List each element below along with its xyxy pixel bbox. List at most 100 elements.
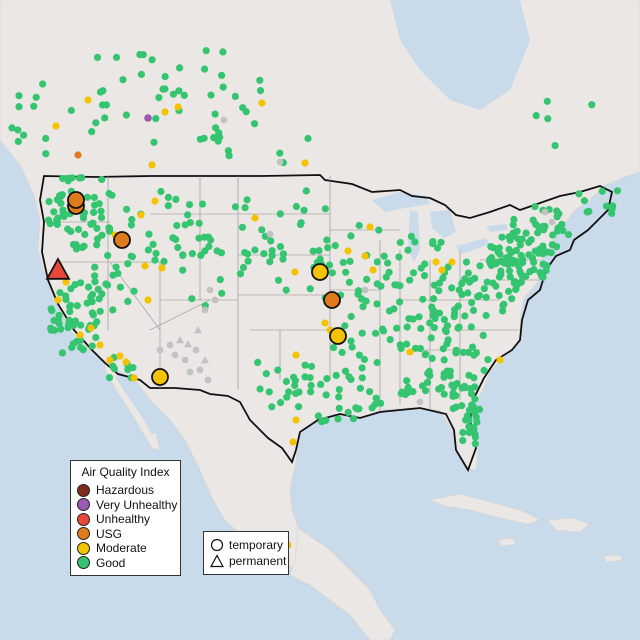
good-monitor[interactable] [214, 137, 222, 145]
good-monitor[interactable] [549, 231, 557, 239]
good-monitor[interactable] [464, 269, 472, 277]
good-monitor[interactable] [139, 51, 147, 59]
highlighted-monitor-4[interactable] [323, 291, 341, 309]
good-monitor[interactable] [300, 206, 308, 214]
good-monitor[interactable] [421, 351, 429, 359]
good-monitor[interactable] [304, 134, 312, 143]
good-monitor[interactable] [449, 404, 457, 413]
good-monitor[interactable] [98, 231, 106, 239]
good-monitor[interactable] [419, 295, 427, 303]
no-data-monitor[interactable] [220, 116, 228, 124]
good-monitor[interactable] [256, 87, 265, 95]
good-monitor[interactable] [88, 128, 96, 136]
no-data-monitor[interactable] [171, 351, 179, 359]
good-monitor[interactable] [430, 324, 438, 332]
good-monitor[interactable] [96, 88, 105, 96]
good-monitor[interactable] [480, 366, 488, 374]
no-data-monitor[interactable] [186, 368, 194, 376]
good-monitor[interactable] [384, 259, 392, 267]
moderate-monitor[interactable] [54, 296, 62, 304]
good-monitor[interactable] [443, 367, 451, 375]
good-monitor[interactable] [91, 263, 99, 271]
good-monitor[interactable] [216, 276, 224, 284]
good-monitor[interactable] [276, 210, 284, 218]
good-monitor[interactable] [458, 402, 466, 410]
good-monitor[interactable] [553, 213, 561, 221]
good-monitor[interactable] [416, 345, 424, 353]
good-monitor[interactable] [15, 92, 23, 100]
good-monitor[interactable] [169, 90, 177, 98]
good-monitor[interactable] [396, 282, 404, 290]
good-monitor[interactable] [321, 205, 329, 213]
good-monitor[interactable] [347, 312, 355, 321]
good-monitor[interactable] [386, 336, 394, 344]
moderate-monitor[interactable] [137, 211, 145, 219]
good-monitor[interactable] [124, 297, 132, 305]
highlighted-monitor-7[interactable] [151, 368, 169, 386]
good-monitor[interactable] [109, 306, 117, 314]
good-monitor[interactable] [492, 282, 500, 290]
good-monitor[interactable] [539, 260, 547, 268]
good-monitor[interactable] [458, 280, 466, 288]
good-monitor[interactable] [482, 311, 490, 320]
good-monitor[interactable] [188, 295, 196, 303]
good-monitor[interactable] [274, 276, 283, 284]
good-monitor[interactable] [101, 114, 109, 122]
good-monitor[interactable] [95, 200, 103, 208]
good-monitor[interactable] [74, 225, 83, 233]
good-monitor[interactable] [268, 403, 276, 411]
good-monitor[interactable] [396, 341, 404, 349]
good-monitor[interactable] [323, 375, 331, 383]
good-monitor[interactable] [564, 231, 573, 239]
good-monitor[interactable] [409, 269, 418, 277]
good-monitor[interactable] [470, 374, 478, 382]
good-monitor[interactable] [290, 373, 298, 381]
good-monitor[interactable] [443, 322, 451, 330]
good-monitor[interactable] [437, 384, 446, 392]
good-monitor[interactable] [128, 215, 136, 224]
good-monitor[interactable] [69, 340, 77, 348]
good-monitor[interactable] [459, 348, 467, 356]
good-monitor[interactable] [57, 325, 65, 333]
good-monitor[interactable] [470, 351, 478, 359]
good-monitor[interactable] [282, 377, 290, 386]
moderate-monitor[interactable] [174, 103, 182, 111]
good-monitor[interactable] [498, 233, 506, 241]
good-monitor[interactable] [434, 244, 442, 252]
good-monitor[interactable] [551, 142, 559, 150]
good-monitor[interactable] [358, 374, 366, 382]
good-monitor[interactable] [91, 272, 99, 280]
good-monitor[interactable] [476, 262, 484, 270]
good-monitor[interactable] [451, 305, 459, 314]
good-monitor[interactable] [105, 374, 114, 382]
good-monitor[interactable] [459, 436, 467, 444]
good-monitor[interactable] [307, 362, 316, 371]
good-monitor[interactable] [522, 229, 530, 237]
good-monitor[interactable] [104, 252, 112, 260]
good-monitor[interactable] [160, 257, 168, 265]
good-monitor[interactable] [225, 152, 233, 160]
moderate-monitor[interactable] [344, 247, 352, 255]
good-monitor[interactable] [116, 283, 124, 291]
good-monitor[interactable] [174, 243, 182, 252]
good-monitor[interactable] [363, 275, 371, 283]
good-monitor[interactable] [519, 255, 527, 263]
good-monitor[interactable] [161, 73, 169, 81]
good-monitor[interactable] [404, 246, 412, 254]
good-monitor[interactable] [239, 104, 247, 112]
moderate-monitor[interactable] [130, 374, 138, 382]
moderate-monitor[interactable] [369, 266, 377, 274]
good-monitor[interactable] [379, 327, 388, 335]
highlighted-monitor-0[interactable] [45, 257, 71, 280]
moderate-monitor[interactable] [292, 351, 300, 359]
moderate-monitor[interactable] [76, 331, 84, 339]
no-data-monitor-permanent[interactable] [176, 336, 184, 344]
good-monitor[interactable] [50, 208, 58, 216]
good-monitor[interactable] [231, 203, 239, 211]
good-monitor[interactable] [448, 284, 456, 292]
good-monitor[interactable] [97, 214, 106, 222]
good-monitor[interactable] [575, 190, 583, 198]
good-monitor[interactable] [472, 413, 480, 421]
good-monitor[interactable] [403, 323, 411, 331]
moderate-monitor[interactable] [406, 348, 414, 356]
